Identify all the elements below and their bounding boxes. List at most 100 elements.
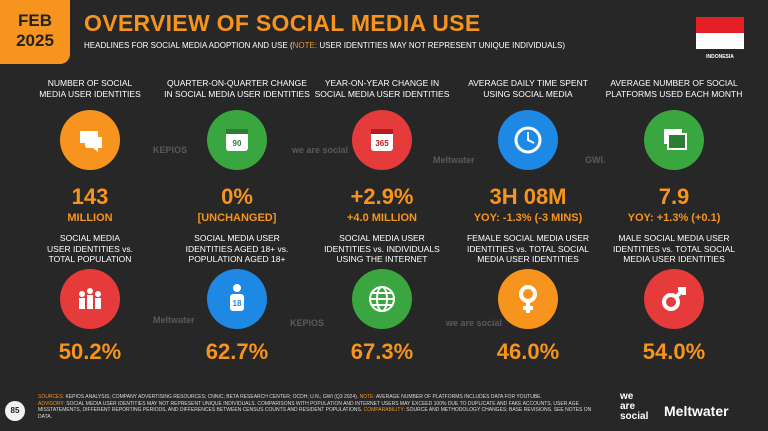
stat-value: 50.2% bbox=[58, 339, 122, 364]
label-line: QUARTER-ON-QUARTER CHANGE bbox=[167, 78, 307, 88]
label-line: MEDIA USER IDENTITIES bbox=[39, 88, 141, 99]
logo-we-are-social: we are social bbox=[620, 392, 648, 422]
logo-text: we bbox=[620, 391, 634, 402]
icon: 18 bbox=[162, 269, 312, 335]
icon-graphic bbox=[498, 269, 558, 329]
stat-tile: YEAR-ON-YEAR CHANGE IN SOCIAL MEDIA USER … bbox=[307, 78, 457, 224]
logo-meltwater: Meltwater bbox=[664, 403, 729, 419]
label-line: IDENTITIES AGED 18+ vs. bbox=[185, 243, 289, 254]
stat-sub: YOY: -1.3% (-3 MINS) bbox=[473, 212, 583, 224]
icon bbox=[15, 269, 165, 335]
icon-graphic bbox=[644, 269, 704, 329]
label-line: SOCIAL MEDIA USER bbox=[339, 233, 425, 243]
icon bbox=[307, 269, 457, 335]
stat-tile: SOCIAL MEDIA USER IDENTITIES vs. TOTAL POP… bbox=[15, 233, 165, 365]
tile-label: SOCIAL MEDIA USER IDENTITIES AGED 18+ vs.… bbox=[162, 233, 312, 269]
stat-tile: QUARTER-ON-QUARTER CHANGE IN SOCIAL MEDIA… bbox=[162, 78, 312, 224]
stat-value: +2.9% bbox=[350, 184, 414, 209]
stat-sub: [UNCHANGED] bbox=[197, 212, 277, 224]
label-line: AVERAGE DAILY TIME SPENT bbox=[468, 78, 588, 88]
label: NOTE: bbox=[359, 394, 375, 400]
icon-graphic bbox=[644, 110, 704, 170]
label-line: YEAR-ON-YEAR CHANGE IN bbox=[324, 78, 440, 88]
label-line: FEMALE SOCIAL MEDIA USER bbox=[466, 233, 590, 243]
subtitle: HEADLINES FOR SOCIAL MEDIA ADOPTION AND … bbox=[84, 41, 565, 50]
icon bbox=[599, 110, 749, 176]
year: 2025 bbox=[16, 31, 54, 50]
label-line: SOCIAL MEDIA USER bbox=[194, 233, 280, 243]
stat-tile: SOCIAL MEDIA USER IDENTITIES vs. INDIVIDU… bbox=[307, 233, 457, 365]
tile-label: YEAR-ON-YEAR CHANGE IN SOCIAL MEDIA USER … bbox=[307, 78, 457, 110]
stat-tile: SOCIAL MEDIA USER IDENTITIES AGED 18+ vs.… bbox=[162, 233, 312, 365]
stat-value: 62.7% bbox=[205, 339, 269, 364]
tile-label: AVERAGE NUMBER OF SOCIAL PLATFORMS USED E… bbox=[599, 78, 749, 110]
watermark: Meltwater bbox=[153, 315, 195, 325]
stat-tile: AVERAGE DAILY TIME SPENT USING SOCIAL MED… bbox=[453, 78, 603, 224]
label-line: MEDIA USER IDENTITIES bbox=[623, 254, 725, 264]
footnotes: SOURCES: KEPIOS ANALYSIS; COMPANY ADVERT… bbox=[38, 394, 598, 420]
stat-tile: NUMBER OF SOCIAL MEDIA USER IDENTITIES 143… bbox=[15, 78, 165, 224]
watermark: KEPIOS bbox=[153, 145, 188, 155]
label-line: SOCIAL MEDIA bbox=[59, 233, 121, 243]
label-line: TOTAL POPULATION bbox=[48, 254, 132, 264]
stat-value: 46.0% bbox=[496, 339, 560, 364]
text: SOCIAL MEDIA USER IDENTITIES MAY NOT REP… bbox=[38, 400, 579, 414]
logo-text: social bbox=[620, 411, 649, 422]
icon-graphic bbox=[498, 110, 558, 170]
tile-label: MALE SOCIAL MEDIA USER IDENTITIES vs. TOT… bbox=[599, 233, 749, 269]
icon-graphic: 18 bbox=[207, 269, 267, 329]
label-line: MALE SOCIAL MEDIA USER bbox=[618, 233, 730, 243]
watermark: Meltwater bbox=[433, 155, 475, 165]
date-badge: FEB 2025 bbox=[0, 0, 70, 64]
label-line: POPULATION AGED 18+ bbox=[188, 254, 286, 264]
stat-sub: +4.0 MILLION bbox=[347, 212, 417, 224]
icon bbox=[453, 269, 603, 335]
logo-text: are bbox=[620, 401, 636, 412]
label-line: USING THE INTERNET bbox=[336, 254, 428, 264]
stat-sub: YOY: +1.3% (+0.1) bbox=[627, 212, 721, 224]
label-line: NUMBER OF SOCIAL bbox=[47, 78, 133, 88]
label: ADVISORY: bbox=[38, 400, 65, 407]
label-line: USER IDENTITIES vs. bbox=[47, 243, 133, 254]
label-line: MEDIA USER IDENTITIES bbox=[477, 254, 579, 264]
icon-text: 365 bbox=[375, 139, 389, 148]
watermark: KEPIOS bbox=[290, 318, 325, 328]
icon-graphic bbox=[60, 110, 120, 170]
watermark: we are social bbox=[446, 318, 503, 328]
stat-value: 54.0% bbox=[642, 339, 706, 364]
icon bbox=[599, 269, 749, 335]
label: SOURCES: bbox=[38, 394, 65, 400]
subtitle-note: NOTE: bbox=[292, 41, 318, 50]
tile-label: QUARTER-ON-QUARTER CHANGE IN SOCIAL MEDIA… bbox=[162, 78, 312, 110]
label-line: IDENTITIES vs. TOTAL SOCIAL bbox=[466, 243, 590, 254]
icon-graphic: 365 bbox=[352, 110, 412, 170]
page-number: 85 bbox=[5, 401, 25, 421]
icon: 90 bbox=[162, 110, 312, 176]
icon bbox=[15, 110, 165, 176]
icon-graphic bbox=[352, 269, 412, 329]
month: FEB bbox=[18, 11, 52, 30]
label-line: USING SOCIAL MEDIA bbox=[483, 88, 573, 99]
tile-label: AVERAGE DAILY TIME SPENT USING SOCIAL MED… bbox=[453, 78, 603, 110]
icon-graphic: 90 bbox=[207, 110, 267, 170]
icon-text: 90 bbox=[233, 139, 242, 148]
stat-value: 3H 08M bbox=[489, 184, 567, 209]
label-line: SOCIAL MEDIA USER IDENTITIES bbox=[314, 88, 450, 99]
subtitle-text: USER IDENTITIES MAY NOT REPRESENT UNIQUE… bbox=[317, 41, 565, 50]
icon: 365 bbox=[307, 110, 457, 176]
icon bbox=[453, 110, 603, 176]
icon-graphic bbox=[60, 269, 120, 329]
label-line: IDENTITIES vs. TOTAL SOCIAL bbox=[612, 243, 736, 254]
subtitle-text: HEADLINES FOR SOCIAL MEDIA ADOPTION AND … bbox=[84, 41, 293, 50]
tile-label: SOCIAL MEDIA USER IDENTITIES vs. INDIVIDU… bbox=[307, 233, 457, 269]
label-line: AVERAGE NUMBER OF SOCIAL bbox=[610, 78, 738, 88]
text: SOURCE AND METHODOLOGY CHANGES; BASE REV… bbox=[38, 407, 592, 420]
text: KEPIOS ANALYSIS; COMPANY ADVERTISING RES… bbox=[64, 394, 360, 400]
text: AVERAGE NUMBER OF PLATFORMS INCLUDES DAT… bbox=[374, 394, 542, 400]
stat-value: 143 bbox=[71, 184, 109, 209]
stat-value: 67.3% bbox=[350, 339, 414, 364]
country: INDONESIA bbox=[706, 54, 734, 60]
flag bbox=[696, 17, 744, 49]
label-line: IN SOCIAL MEDIA USER IDENTITIES bbox=[164, 88, 310, 99]
title: OVERVIEW OF SOCIAL MEDIA USE bbox=[84, 10, 481, 36]
